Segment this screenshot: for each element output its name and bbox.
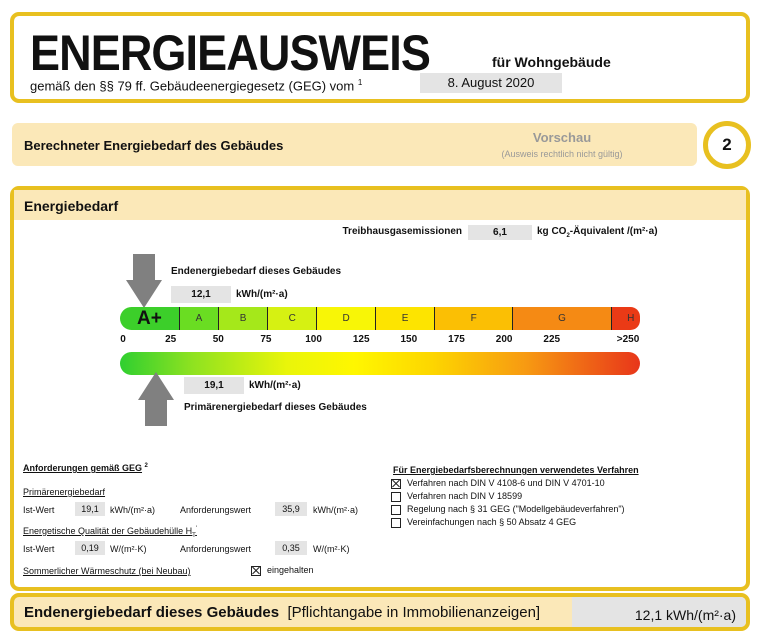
- hull-ist-value: 0,19: [75, 541, 105, 555]
- energy-header-band: Energiebedarf: [14, 190, 746, 220]
- primary-ist-unit: kWh/(m²·a): [110, 505, 155, 515]
- primary-req-label: Anforderungswert: [180, 505, 252, 515]
- hull-title: Energetische Qualität der Gebäudehülle H…: [23, 526, 197, 539]
- preview-note: (Ausweis rechtlich nicht gültig): [501, 149, 623, 159]
- class-segment-aplus: A+: [120, 307, 179, 330]
- method-option[interactable]: Verfahren nach DIN V 18599: [391, 491, 625, 504]
- ghg-label: Treibhausgasemissionen: [342, 226, 463, 237]
- class-segment-f: F: [433, 307, 513, 330]
- scale-tick: 25: [165, 334, 177, 345]
- checkbox-icon[interactable]: [391, 504, 401, 515]
- class-segment-g: G: [512, 307, 611, 330]
- summer-protection-check[interactable]: eingehalten: [251, 565, 314, 576]
- checkbox-icon[interactable]: [391, 491, 401, 502]
- checkbox-checked-icon[interactable]: [251, 565, 261, 576]
- summer-protection-label: Sommerlicher Wärmeschutz (bei Neubau): [23, 566, 191, 576]
- final-energy-unit: kWh/(m²·a): [236, 289, 288, 300]
- final-energy-label: Endenergiebedarf dieses Gebäudes: [171, 266, 342, 277]
- scale-tick: 175: [448, 334, 465, 345]
- ghg-value: 6,1: [468, 225, 532, 240]
- energy-title: Energiebedarf: [24, 198, 119, 214]
- requirements-title: Anforderungen gemäß GEG 2: [23, 463, 148, 473]
- method-title: Für Energiebedarfsberechnungen verwendet…: [393, 465, 639, 475]
- date-field: 8. August 2020: [420, 73, 562, 93]
- primary-energy-gradient-bar: [120, 352, 640, 375]
- scale-tick: 0: [120, 334, 126, 345]
- efficiency-class-bar: A+ A B C D E F G H: [120, 307, 640, 330]
- hull-ist-label: Ist-Wert: [23, 544, 55, 554]
- primary-ist-value: 19,1: [75, 502, 105, 516]
- scale-tick: 125: [352, 334, 370, 345]
- primary-req-unit: kWh/(m²·a): [313, 505, 358, 515]
- scale-tick: 100: [305, 334, 322, 345]
- primary-requirement-title: Primärenergiebedarf: [23, 487, 106, 497]
- scale-tick: >250: [616, 334, 640, 345]
- method-option[interactable]: Verfahren nach DIN V 4108-6 und DIN V 47…: [391, 478, 625, 491]
- preview-label: Vorschau: [532, 130, 592, 145]
- class-segment-a: A: [178, 307, 219, 330]
- hull-req-unit: W/(m²·K): [313, 544, 350, 554]
- method-option[interactable]: Regelung nach § 31 GEG ("Modellgebäudeve…: [391, 504, 625, 517]
- ghg-unit: kg CO2-Äquivalent /(m²·a): [537, 226, 658, 239]
- page-number-badge: 2: [703, 121, 751, 169]
- page-title: ENERGIEAUSWEIS: [30, 25, 431, 81]
- final-energy-value: 12,1: [171, 286, 231, 303]
- primary-ist-label: Ist-Wert: [23, 505, 55, 515]
- subtitle: für Wohngebäude: [492, 54, 611, 70]
- class-segment-e: E: [375, 307, 434, 330]
- checkbox-icon[interactable]: [391, 517, 401, 528]
- hull-req-value: 0,35: [275, 541, 307, 555]
- hull-req-label: Anforderungswert: [180, 544, 252, 554]
- scale-tick: 200: [495, 334, 513, 345]
- class-segment-h: H: [610, 307, 640, 330]
- checkbox-checked-icon[interactable]: [391, 478, 401, 489]
- primary-energy-arrow-icon: [138, 372, 174, 426]
- scale-tick: 225: [543, 334, 561, 345]
- final-energy-arrow-icon: [126, 254, 162, 308]
- footer-label: Endenergiebedarf dieses Gebäudes [Pflich…: [24, 604, 541, 621]
- method-option[interactable]: Vereinfachungen nach § 50 Absatz 4 GEG: [391, 517, 625, 530]
- energy-box: Energiebedarf: [10, 186, 750, 591]
- primary-energy-label: Primärenergiebedarf dieses Gebäudes: [184, 402, 367, 413]
- section-title: Berechneter Energiebedarf des Gebäudes: [24, 138, 284, 153]
- class-segment-c: C: [267, 307, 317, 330]
- primary-energy-unit: kWh/(m²·a): [249, 380, 301, 391]
- scale-tick: 75: [260, 334, 272, 345]
- footer-box: Endenergiebedarf dieses Gebäudes [Pflich…: [10, 593, 750, 631]
- method-options: Verfahren nach DIN V 4108-6 und DIN V 47…: [391, 478, 625, 530]
- hull-ist-unit: W/(m²·K): [110, 544, 147, 554]
- class-segment-d: D: [316, 307, 376, 330]
- section-bar: Berechneter Energiebedarf des Gebäudes V…: [12, 123, 697, 166]
- scale-tick: 50: [212, 334, 224, 345]
- footer-value: 12,1 kWh/(m²·a): [572, 597, 746, 627]
- primary-energy-value: 19,1: [184, 377, 244, 394]
- header-box: ENERGIEAUSWEIS für Wohngebäude gemäß den…: [10, 12, 750, 103]
- primary-req-value: 35,9: [275, 502, 307, 516]
- scale-tick: 150: [400, 334, 418, 345]
- class-segment-b: B: [218, 307, 268, 330]
- law-text: gemäß den §§ 79 ff. Gebäudeenergiegesetz…: [30, 78, 363, 94]
